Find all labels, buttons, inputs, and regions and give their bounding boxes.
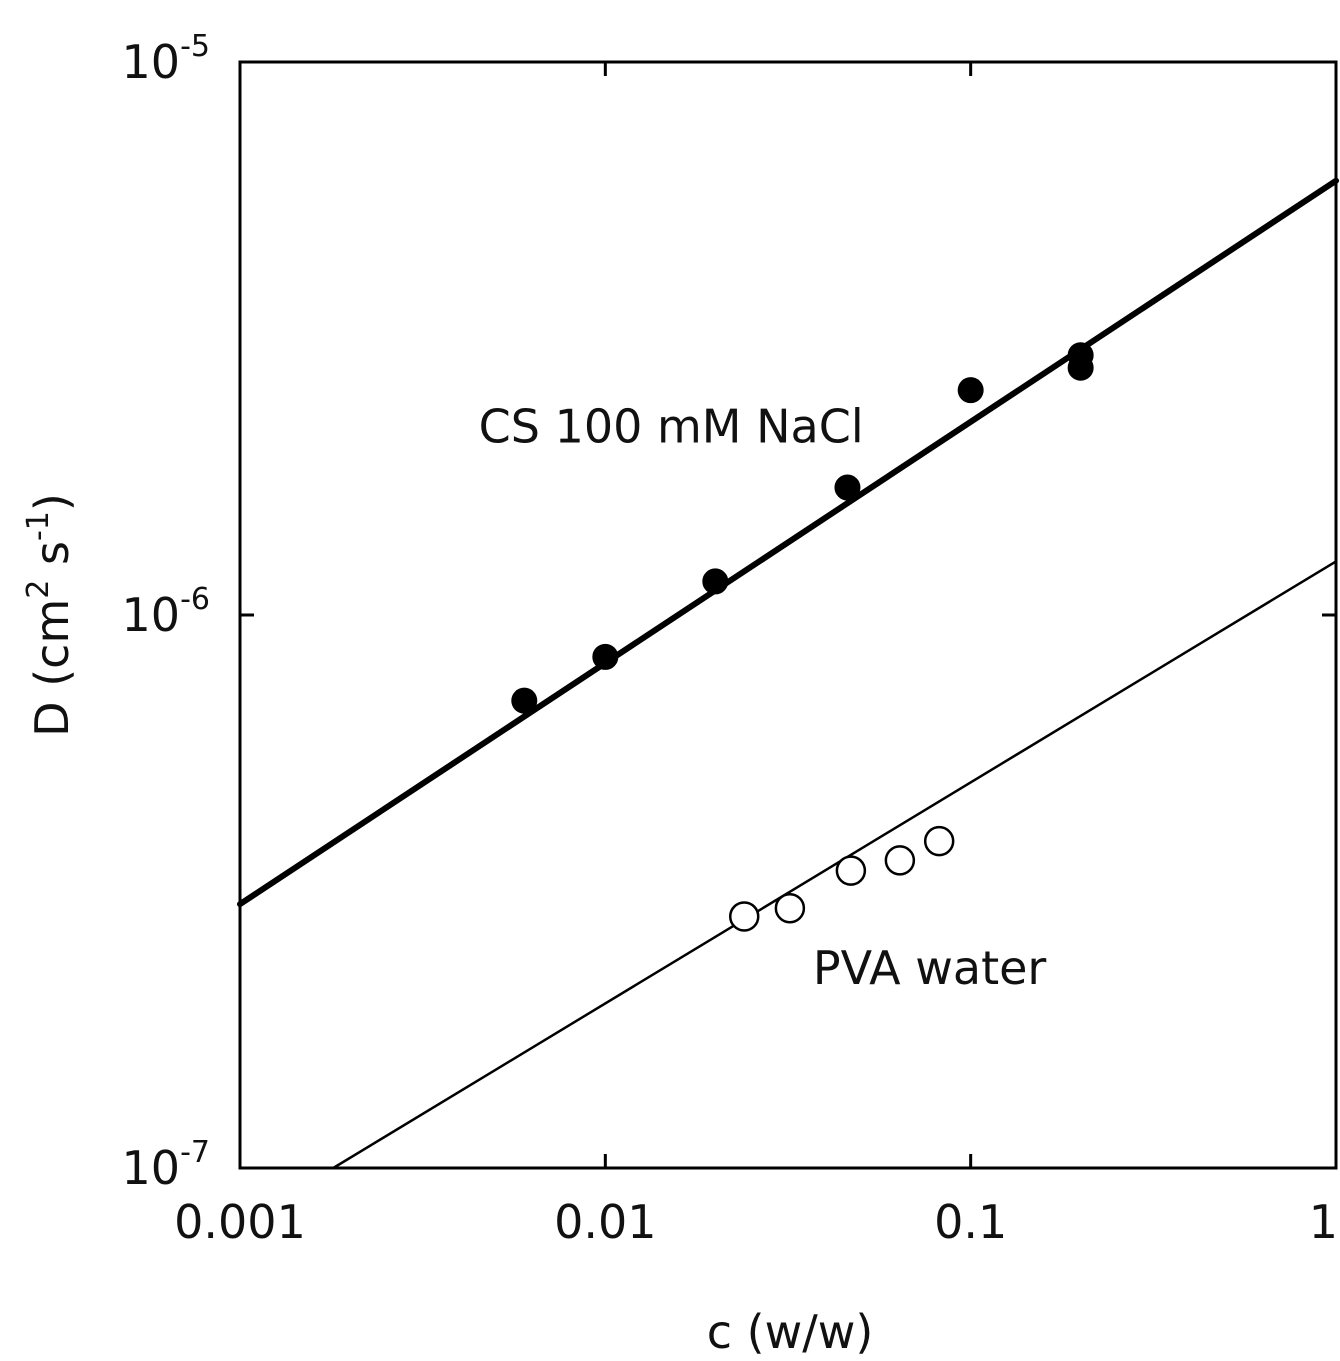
data-point-cs	[834, 474, 861, 501]
y-tick-label: 10-5	[122, 29, 210, 89]
data-point-cs	[702, 568, 729, 595]
data-point-cs	[592, 643, 619, 670]
fit-lines	[237, 177, 1339, 1170]
data-point-cs	[1067, 354, 1094, 381]
fit-line-pva	[332, 560, 1338, 1170]
x-tick-label: 0.001	[174, 1195, 306, 1249]
data-point-cs	[511, 687, 538, 714]
series-label-cs: CS 100 mM NaCl	[479, 400, 864, 454]
y-axis-title-base: D (cm	[25, 599, 79, 737]
data-point-pva	[728, 901, 760, 932]
x-tick-label: 1	[1309, 1195, 1338, 1249]
data-point-pva	[835, 855, 867, 886]
x-tick-label: 0.01	[554, 1195, 656, 1249]
tick-labels: 0.001 0.01 0.1 1 10-7 10-6 10-5	[122, 29, 1338, 1249]
data-point-pva	[884, 845, 916, 876]
y-axis-title-end: )	[25, 493, 79, 511]
y-axis-title: D (cm2 s-1)	[21, 493, 79, 737]
y-tick-label: 10-7	[122, 1135, 210, 1195]
y-axis-title-mid: s	[25, 541, 79, 580]
data-points	[511, 342, 1094, 932]
data-point-pva	[774, 892, 806, 924]
x-tick-label: 0.1	[934, 1195, 1007, 1249]
data-point-cs	[957, 377, 984, 404]
axis-ticks	[238, 60, 1338, 1170]
y-axis-title-sup2: -1	[21, 511, 56, 541]
y-axis-title-sup1: 2	[21, 580, 56, 599]
x-axis-title: c (w/w)	[707, 1305, 874, 1359]
plot-frame	[238, 60, 1338, 1170]
y-tick-label: 10-6	[122, 582, 210, 642]
plot-border	[238, 60, 1338, 1170]
data-point-pva	[923, 825, 955, 857]
series-label-pva: PVA water	[813, 941, 1047, 995]
fit-line-cs	[237, 177, 1339, 908]
series-labels: CS 100 mM NaCl PVA water	[479, 400, 1047, 996]
